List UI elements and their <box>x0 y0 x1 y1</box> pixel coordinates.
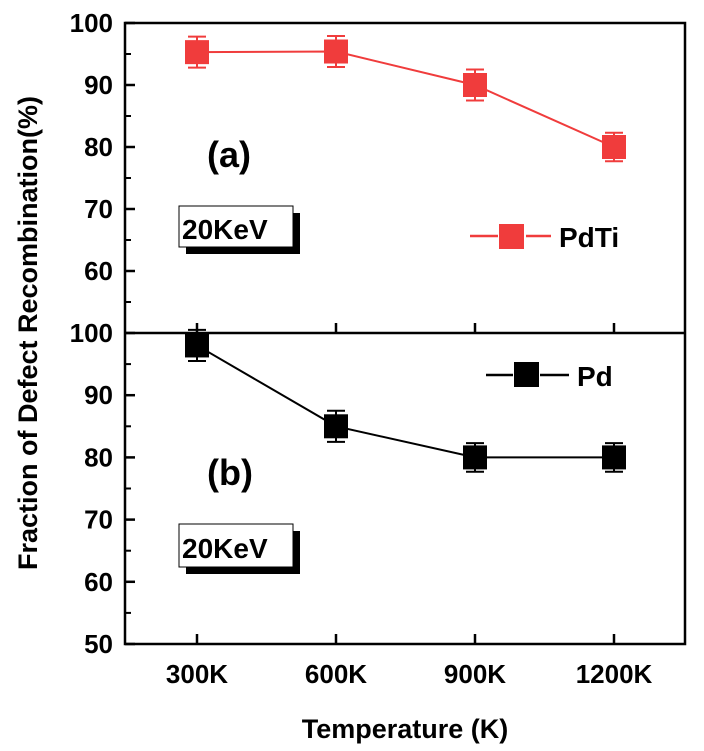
data-point-pdti <box>463 73 487 97</box>
axes-layer: 300K 600K 900K 1200K 60 70 80 90 100 50 60 70 80 90 10… <box>70 8 653 689</box>
y-axis-title: Fraction of Defect Recombination(%) <box>13 96 43 570</box>
data-point-pdti <box>324 39 348 64</box>
data-point-pd <box>185 333 209 358</box>
legend-pd-marker <box>514 362 539 387</box>
panel-b-energy-box <box>178 523 294 568</box>
y-tick-label: 60 <box>84 567 113 597</box>
data-point-pd <box>602 445 626 470</box>
legend-pdti-label: PdTi <box>559 222 619 253</box>
series-line-pdti <box>196 50 615 148</box>
panel-a-tag: (a) <box>207 134 251 175</box>
data-point-pdti <box>602 135 626 159</box>
data-point-pd <box>324 414 348 439</box>
data-point-pdti <box>185 40 209 65</box>
y-tick-label: 100 <box>70 318 113 348</box>
y-tick-label: 100 <box>70 8 113 38</box>
panel-b-energy-label: 20KeV <box>182 533 268 564</box>
y-tick-label: 80 <box>84 132 113 162</box>
x-axis-title: Temperature (K) <box>302 714 509 744</box>
x-tick-label: 600K <box>305 659 367 689</box>
y-tick-label: 70 <box>84 505 113 535</box>
series-line-pd <box>196 344 614 459</box>
data-point-pd <box>463 445 487 470</box>
legend-pdti: PdTi <box>470 222 619 253</box>
panel-a-energy-label: 20KeV <box>182 214 268 245</box>
legend-pd-label: Pd <box>577 361 613 392</box>
x-tick-label: 900K <box>444 659 506 689</box>
legend-pd: Pd <box>486 361 613 392</box>
series-layer <box>185 35 626 473</box>
y-tick-label: 60 <box>84 256 113 286</box>
panel-b-tag: (b) <box>207 452 253 493</box>
panel-a-energy-box <box>178 205 294 248</box>
y-tick-label: 70 <box>84 194 113 224</box>
legend-pdti-marker <box>499 224 524 249</box>
x-tick-label: 300K <box>166 659 228 689</box>
y-tick-label: 90 <box>84 380 113 410</box>
y-tick-label: 50 <box>84 629 113 659</box>
y-tick-label: 90 <box>84 70 113 100</box>
y-tick-label: 80 <box>84 442 113 472</box>
x-tick-label: 1200K <box>576 659 653 689</box>
